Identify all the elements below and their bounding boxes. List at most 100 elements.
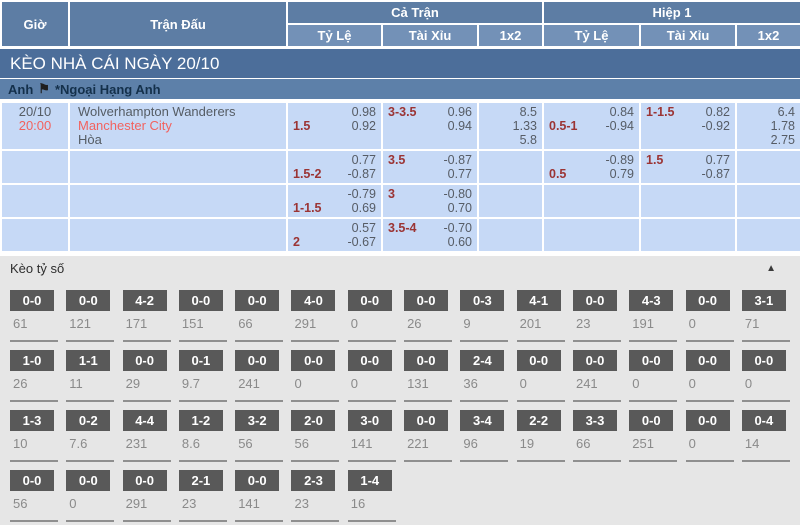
score-odds-cell[interactable]: 0-0 121 [66,285,115,342]
score-label[interactable]: 0-0 [347,290,392,311]
score-odds-cell[interactable]: 0-0 0 [741,345,790,402]
odds-value[interactable]: 1.78 [770,119,795,133]
score-label[interactable]: 1-2 [178,410,223,431]
score-odds-cell[interactable]: 4-0 291 [291,285,340,342]
score-label[interactable]: 4-1 [516,290,561,311]
score-label[interactable]: 3-2 [235,410,280,431]
score-odds-cell[interactable]: 0-0 0 [629,345,678,402]
score-label[interactable]: 3-1 [741,290,786,311]
odds-value[interactable]: 0.94 [447,119,472,133]
score-odds-cell[interactable]: 0-0 66 [235,285,284,342]
score-label[interactable]: 0-0 [629,350,674,371]
score-label[interactable]: 0-0 [685,350,730,371]
odds-value[interactable]: -0.87 [701,167,731,181]
score-odds-cell[interactable]: 0-0 0 [347,285,396,342]
odds-value[interactable]: 0.77 [705,153,730,167]
odds-value[interactable]: 0.60 [447,235,472,249]
score-label[interactable]: 2-4 [460,350,505,371]
score-label[interactable]: 0-0 [235,350,280,371]
score-label[interactable]: 0-1 [178,350,223,371]
h1-1x2-cell[interactable]: 6.4 1.78 2.75 [735,101,800,151]
score-odds-cell[interactable]: 0-0 241 [572,345,621,402]
score-odds-cell[interactable]: 0-0 0 [685,345,734,402]
ft-handicap-cell[interactable]: 0.77 1.5-2 -0.87 [286,149,383,185]
ft-overunder-cell[interactable]: 3.5 -0.87 0.77 [381,149,479,185]
score-label[interactable]: 1-4 [347,470,392,491]
score-odds-cell[interactable]: 2-0 56 [291,405,340,462]
odds-value[interactable]: 1.33 [512,119,537,133]
odds-value[interactable]: 0.84 [609,105,634,119]
score-label[interactable]: 0-0 [235,470,280,491]
score-odds-cell[interactable]: 0-0 251 [629,405,678,462]
score-label[interactable]: 0-0 [572,350,617,371]
score-label[interactable]: 0-0 [685,290,730,311]
score-odds-cell[interactable]: 1-3 10 [10,405,58,462]
h1-overunder-cell[interactable]: 1.5 0.77 -0.87 [639,149,737,185]
score-label[interactable]: 0-0 [404,350,449,371]
home-team[interactable]: Wolverhampton Wanderers [78,104,236,119]
score-label[interactable]: 0-0 [291,350,336,371]
score-label[interactable]: 1-1 [66,350,111,371]
away-team[interactable]: Manchester City [78,118,172,133]
score-label[interactable]: 0-0 [10,290,54,311]
score-odds-cell[interactable]: 1-0 26 [10,345,58,402]
score-label[interactable]: 1-3 [10,410,54,431]
score-odds-cell[interactable]: 2-4 36 [460,345,509,402]
score-odds-cell[interactable]: 2-3 23 [291,465,340,522]
score-label[interactable]: 0-0 [178,290,223,311]
h1-overunder-cell[interactable]: 1-1.5 0.82 -0.92 [639,101,737,151]
odds-value[interactable]: 5.8 [519,133,537,147]
score-label[interactable]: 0-0 [404,290,449,311]
collapse-triangle-icon[interactable]: ▲ [766,263,776,274]
odds-value[interactable]: -0.94 [605,119,635,133]
score-odds-cell[interactable]: 4-4 231 [122,405,171,462]
score-odds-cell[interactable]: 1-2 8.6 [178,405,227,462]
score-odds-cell[interactable]: 3-0 141 [347,405,396,462]
odds-value[interactable]: -0.87 [443,153,473,167]
score-label[interactable]: 0-0 [66,470,111,491]
score-label[interactable]: 0-0 [122,350,167,371]
score-label[interactable]: 0-0 [516,350,561,371]
odds-value[interactable]: -0.79 [347,187,377,201]
score-odds-cell[interactable]: 0-0 23 [572,285,621,342]
odds-value[interactable]: 0.77 [447,167,472,181]
score-odds-cell[interactable]: 0-0 0 [685,285,734,342]
score-odds-cell[interactable]: 0-0 151 [178,285,227,342]
score-label[interactable]: 2-0 [291,410,336,431]
score-odds-cell[interactable]: 0-0 0 [685,405,734,462]
score-label[interactable]: 0-0 [10,470,54,491]
score-odds-cell[interactable]: 3-4 96 [460,405,509,462]
ft-overunder-cell[interactable]: 3-3.5 0.96 0.94 [381,101,479,151]
ft-overunder-cell[interactable]: 3.5-4 -0.70 0.60 [381,217,479,253]
odds-value[interactable]: 0.57 [351,221,376,235]
score-label[interactable]: 4-4 [122,410,167,431]
score-odds-cell[interactable]: 2-1 23 [178,465,227,522]
score-label[interactable]: 0-0 [235,290,280,311]
score-odds-cell[interactable]: 0-0 241 [235,345,284,402]
score-odds-cell[interactable]: 1-4 16 [347,465,396,522]
score-label[interactable]: 4-2 [122,290,167,311]
score-odds-cell[interactable]: 0-2 7.6 [66,405,115,462]
score-odds-cell[interactable]: 0-0 0 [66,465,115,522]
score-label[interactable]: 0-0 [572,290,617,311]
score-label[interactable]: 0-0 [685,410,730,431]
odds-value[interactable]: 6.4 [777,105,795,119]
odds-value[interactable]: -0.70 [443,221,473,235]
score-odds-cell[interactable]: 0-0 0 [516,345,565,402]
score-label[interactable]: 3-3 [572,410,617,431]
score-odds-cell[interactable]: 0-0 221 [404,405,453,462]
score-label[interactable]: 0-0 [741,350,786,371]
ft-handicap-cell[interactable]: -0.79 1-1.5 0.69 [286,183,383,219]
score-odds-cell[interactable]: 0-3 9 [460,285,509,342]
odds-value[interactable]: 0.82 [705,105,730,119]
score-label[interactable]: 2-1 [178,470,223,491]
score-odds-cell[interactable]: 4-1 201 [516,285,565,342]
score-odds-cell[interactable]: 0-0 291 [122,465,171,522]
score-label[interactable]: 4-0 [291,290,336,311]
ft-overunder-cell[interactable]: 3 -0.80 0.70 [381,183,479,219]
score-odds-cell[interactable]: 0-0 0 [347,345,396,402]
score-label[interactable]: 0-2 [66,410,111,431]
ft-handicap-cell[interactable]: 0.57 2 -0.67 [286,217,383,253]
h1-handicap-cell[interactable]: 0.84 0.5-1 -0.94 [542,101,641,151]
ft-handicap-cell[interactable]: 0.98 1.5 0.92 [286,101,383,151]
